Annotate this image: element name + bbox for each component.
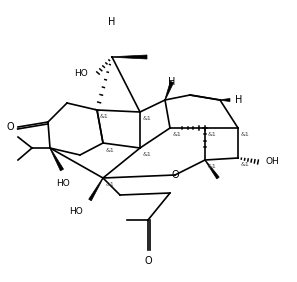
Polygon shape — [112, 55, 147, 59]
Text: &1: &1 — [143, 153, 152, 158]
Text: O: O — [144, 256, 152, 266]
Polygon shape — [89, 178, 103, 201]
Text: &1: &1 — [208, 164, 217, 169]
Text: &1: &1 — [106, 182, 115, 188]
Text: O: O — [171, 170, 179, 180]
Text: H: H — [168, 77, 176, 87]
Polygon shape — [165, 81, 174, 100]
Text: HO: HO — [69, 208, 83, 217]
Text: &1: &1 — [241, 133, 250, 138]
Text: &1: &1 — [106, 147, 115, 153]
Text: &1: &1 — [208, 133, 217, 138]
Text: H: H — [108, 17, 116, 27]
Text: O: O — [6, 122, 14, 132]
Polygon shape — [220, 98, 230, 102]
Text: &1: &1 — [143, 116, 152, 122]
Text: HO: HO — [74, 69, 88, 78]
Text: &1: &1 — [173, 133, 182, 138]
Polygon shape — [50, 148, 64, 171]
Text: HO: HO — [56, 179, 70, 188]
Text: OH: OH — [266, 158, 280, 166]
Text: H: H — [235, 95, 242, 105]
Polygon shape — [205, 160, 219, 179]
Text: &1: &1 — [100, 114, 109, 120]
Text: &1: &1 — [241, 162, 250, 168]
